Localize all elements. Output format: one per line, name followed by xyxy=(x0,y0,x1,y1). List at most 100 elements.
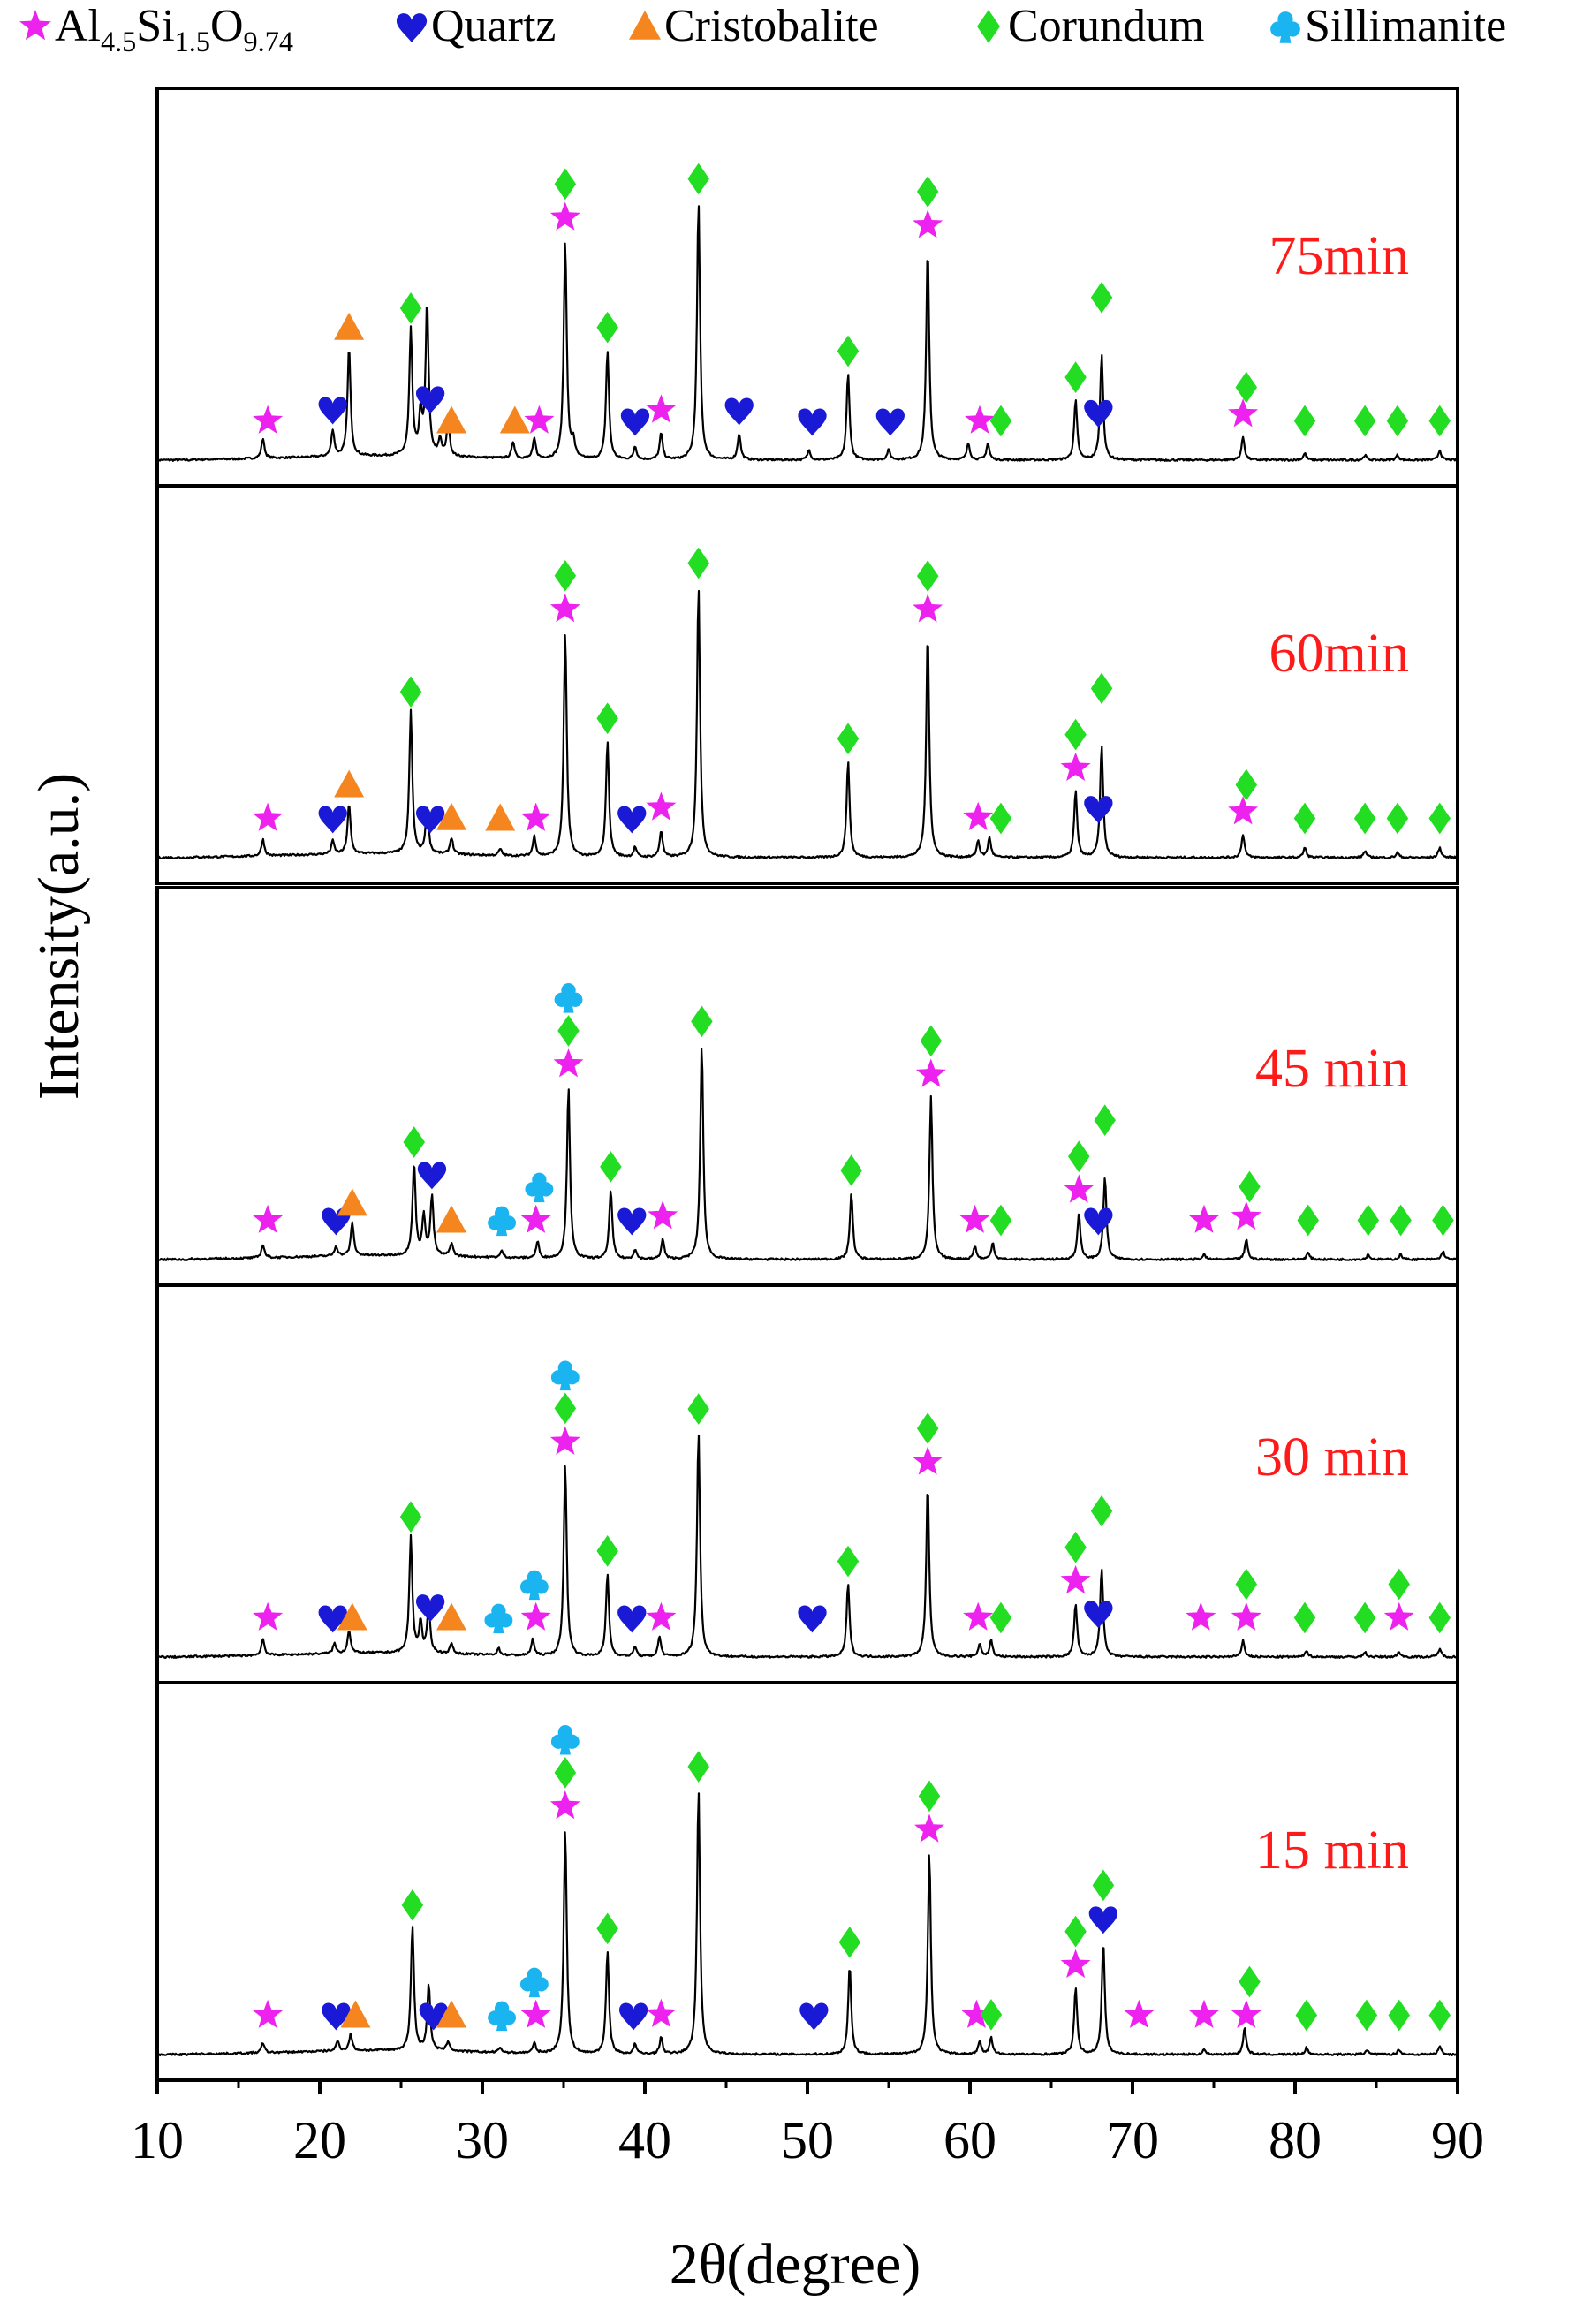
legend-item-3: Corundum xyxy=(977,1,1204,51)
marker-triangle-icon xyxy=(337,1188,367,1216)
marker-club-icon xyxy=(550,1360,580,1391)
xrd-trace xyxy=(156,1047,1458,1261)
xrd-trace xyxy=(156,1792,1458,2056)
marker-triangle-icon xyxy=(334,312,365,340)
marker-triangle-icon xyxy=(337,1602,367,1631)
marker-star-icon xyxy=(648,1200,678,1230)
marker-diamond-icon xyxy=(401,1889,424,1921)
marker-star-icon xyxy=(549,1426,580,1455)
marker-heart-icon xyxy=(724,397,754,426)
marker-diamond-icon xyxy=(989,802,1012,835)
marker-star-icon xyxy=(524,405,555,434)
marker-diamond-icon xyxy=(1090,1495,1113,1527)
marker-heart-icon xyxy=(799,2002,829,2031)
marker-club-icon xyxy=(519,1967,549,1998)
x-tick-label: 30 xyxy=(456,2111,509,2169)
legend-label-2: Cristobalite xyxy=(664,1,879,51)
panel-label: 15 min xyxy=(1255,1821,1409,1881)
marker-club-icon xyxy=(488,2001,516,2032)
marker-diamond-icon xyxy=(1090,282,1113,314)
panel-label: 45 min xyxy=(1255,1039,1409,1099)
marker-star-icon xyxy=(1231,1999,1261,2028)
marker-diamond-icon xyxy=(1064,718,1087,751)
marker-star-icon xyxy=(913,209,943,238)
marker-heart-icon xyxy=(415,806,445,834)
marker-diamond-icon xyxy=(554,1757,577,1789)
y-axis-label: Intensity(a.u.) xyxy=(27,773,91,1100)
marker-diamond-icon xyxy=(596,1912,618,1945)
marker-diamond-icon xyxy=(1432,1204,1454,1237)
marker-diamond-icon xyxy=(1386,405,1409,437)
marker-star-icon xyxy=(253,802,284,831)
marker-star-icon xyxy=(965,405,995,434)
marker-diamond-icon xyxy=(1428,1999,1451,2032)
marker-star-icon xyxy=(1064,1174,1095,1203)
marker-triangle-icon xyxy=(436,2000,467,2028)
marker-diamond-icon xyxy=(837,723,860,755)
marker-diamond-icon xyxy=(1388,1568,1410,1601)
marker-heart-icon xyxy=(1084,399,1113,428)
marker-star-icon xyxy=(1060,752,1091,781)
marker-diamond-icon xyxy=(1388,1999,1410,2032)
marker-star-icon xyxy=(1189,1999,1219,2028)
marker-triangle-icon xyxy=(499,405,530,434)
marker-diamond-icon xyxy=(1293,1601,1316,1634)
marker-diamond-icon xyxy=(600,1151,622,1183)
marker-diamond-icon xyxy=(1353,802,1376,835)
marker-diamond-icon xyxy=(916,1412,939,1444)
marker-diamond-icon xyxy=(687,1393,709,1425)
legend-label-0: Al4.5Si1.5O9.74 xyxy=(55,1,293,57)
marker-diamond-icon xyxy=(916,176,939,208)
marker-diamond-icon xyxy=(596,311,618,344)
marker-star-icon xyxy=(1228,398,1259,428)
marker-star-icon xyxy=(1231,1200,1261,1230)
marker-heart-icon xyxy=(1088,1906,1118,1934)
marker-diamond-icon xyxy=(1092,1869,1115,1902)
marker-star-icon xyxy=(646,791,677,821)
marker-star-icon xyxy=(553,1048,584,1078)
marker-club-icon xyxy=(488,1206,516,1237)
marker-heart-icon xyxy=(617,1605,647,1633)
marker-heart-icon xyxy=(617,1207,647,1236)
marker-diamond-icon xyxy=(557,1015,580,1047)
marker-diamond-icon xyxy=(980,1998,1003,2031)
marker-heart-icon xyxy=(415,1594,445,1623)
legend-item-1: Quartz xyxy=(396,1,556,51)
x-tick-label: 60 xyxy=(943,2111,996,2169)
marker-diamond-icon xyxy=(1353,405,1376,437)
marker-heart-icon xyxy=(318,397,347,425)
marker-diamond-icon xyxy=(1239,1965,1261,1998)
marker-diamond-icon xyxy=(837,1545,860,1578)
marker-triangle-icon xyxy=(436,1205,467,1233)
marker-diamond-icon xyxy=(1235,371,1258,404)
legend-label-1: Quartz xyxy=(431,1,556,51)
marker-diamond-icon xyxy=(554,1392,577,1425)
marker-club-icon xyxy=(525,1172,554,1203)
marker-diamond-icon xyxy=(1355,1999,1378,2032)
panel-label: 75min xyxy=(1269,226,1409,286)
marker-star-icon xyxy=(549,201,580,231)
marker-diamond-icon xyxy=(840,1154,862,1186)
marker-diamond-icon xyxy=(554,168,577,201)
marker-heart-icon xyxy=(1084,796,1113,824)
marker-star-icon xyxy=(646,1601,677,1631)
marker-star-icon xyxy=(520,1601,551,1631)
marker-star-icon xyxy=(253,1204,284,1233)
marker-heart-icon xyxy=(875,408,905,436)
marker-heart-icon xyxy=(318,806,347,834)
panel-3: 30 min xyxy=(155,1283,1459,1684)
marker-diamond-icon xyxy=(918,1780,941,1813)
marker-diamond-icon xyxy=(1090,672,1113,705)
marker-diamond-icon xyxy=(687,547,709,579)
marker-star-icon xyxy=(520,1204,551,1233)
marker-diamond-icon xyxy=(838,1926,861,1958)
marker-star-icon xyxy=(646,394,677,423)
marker-diamond-icon xyxy=(687,1751,709,1783)
panel-label: 60min xyxy=(1269,624,1409,684)
marker-diamond-icon xyxy=(1235,1568,1258,1601)
marker-star-icon xyxy=(253,1999,284,2028)
panel-4: 15 min xyxy=(155,1681,1459,2082)
marker-star-icon xyxy=(1060,1564,1091,1594)
marker-diamond-icon xyxy=(1353,1601,1376,1634)
marker-star-icon xyxy=(963,1601,994,1631)
